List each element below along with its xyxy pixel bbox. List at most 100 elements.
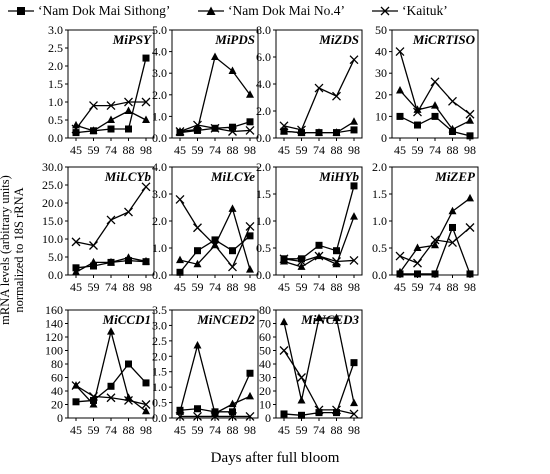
panel-title: MiNCED2 (196, 312, 255, 327)
y-tick-label: 2.0 (48, 59, 63, 73)
y-tick-label: 20 (375, 88, 387, 102)
x-tick-label: 98 (140, 423, 152, 437)
data-point-triangle (448, 124, 457, 133)
data-point-square (449, 223, 456, 231)
series-kaituk (175, 411, 255, 421)
y-tick-label: 0.0 (256, 131, 271, 145)
data-point-cross (210, 240, 220, 250)
data-point-square (246, 118, 254, 126)
y-tick-label: 1.0 (152, 241, 167, 255)
data-point-cross (193, 411, 202, 421)
x-tick-label: 45 (70, 280, 82, 294)
series-line (399, 90, 471, 131)
data-point-triangle (142, 115, 150, 123)
data-point-triangle (297, 395, 306, 404)
y-tick-label: 1.5 (152, 365, 167, 379)
x-tick-label: 45 (174, 280, 186, 294)
y-tick-label: 1.0 (48, 95, 63, 109)
y-tick-label: 0.0 (48, 131, 63, 145)
series-kaituk (395, 223, 475, 268)
data-point-square (333, 247, 340, 255)
data-point-cross (413, 258, 422, 268)
data-point-triangle (431, 240, 439, 249)
data-point-cross (141, 97, 151, 107)
y-tick-label: 10.0 (42, 232, 63, 246)
x-tick-label: 98 (464, 143, 476, 157)
data-point-cross (141, 400, 151, 409)
series-nam-dok-mai-sithong (396, 223, 474, 278)
data-point-triangle (280, 317, 288, 326)
x-tick-label: 88 (227, 423, 239, 437)
x-tick-label: 98 (244, 143, 256, 157)
data-point-triangle (193, 259, 202, 268)
series-nam-dok-mai-sithong (280, 359, 358, 419)
data-point-triangle (211, 52, 219, 60)
data-point-triangle (89, 126, 98, 134)
x-tick-label: 59 (296, 280, 308, 294)
x-axis-label: Days after full bloom (210, 450, 340, 466)
y-tick-label: 0.0 (152, 131, 167, 145)
data-point-triangle (246, 391, 254, 400)
chart-panel-minced2: 0.00.5 1.01.5 2.02.5 3.03.5 45 59 74 88 98 MiNCED… (152, 303, 259, 437)
data-point-triangle (332, 259, 341, 268)
data-point-triangle (350, 117, 358, 125)
y-tick-label: 4.0 (152, 160, 167, 174)
data-point-triangle (413, 243, 422, 251)
data-point-triangle (246, 265, 254, 273)
y-tick-label: 1.0 (372, 214, 387, 228)
x-tick-label: 98 (464, 280, 476, 294)
y-tick-label: 4.0 (152, 45, 167, 59)
data-point-triangle (350, 212, 358, 220)
data-point-square (333, 409, 340, 417)
data-point-triangle (228, 66, 237, 75)
y-tick-label: 140 (45, 317, 63, 331)
data-point-triangle (396, 267, 404, 276)
data-point-square (466, 132, 474, 140)
y-tick-label: 60 (51, 371, 63, 385)
data-point-cross (141, 182, 151, 192)
x-tick-label: 45 (70, 143, 82, 157)
data-point-square (298, 411, 305, 419)
panel-title: MiPSY (112, 32, 152, 47)
y-tick-label: 0.0 (372, 268, 387, 282)
data-point-triangle (72, 267, 80, 276)
series-nam-dok-mai-no-4 (280, 117, 358, 136)
y-tick-label: 160 (45, 303, 63, 317)
x-tick-label: 88 (447, 280, 459, 294)
x-tick-label: 59 (296, 423, 308, 437)
legend-marker-triangle (198, 6, 224, 15)
x-tick-label: 45 (174, 143, 186, 157)
y-tick-label: 6.0 (256, 50, 271, 64)
panel-title: MiNCED3 (300, 312, 359, 327)
data-point-square (229, 247, 236, 255)
x-tick-label: 88 (331, 280, 343, 294)
series-line (179, 55, 251, 133)
panel-title: MiPDS (214, 32, 255, 47)
data-point-cross (314, 251, 324, 261)
data-point-square (315, 409, 323, 417)
chart-panel-milcyb: 0.0 5.0 10.0 15.0 20.0 25.0 30.0 45 59 74 88 98 MiLC… (42, 160, 155, 294)
y-tick-label: 40 (259, 357, 271, 371)
y-tick-label: 10 (375, 109, 387, 123)
data-point-cross (279, 346, 289, 355)
data-point-cross (297, 373, 306, 382)
x-tick-label: 88 (447, 143, 459, 157)
data-point-cross (210, 411, 220, 421)
data-point-square (315, 241, 323, 249)
series-kaituk (175, 120, 255, 136)
series-nam-dok-mai-sithong (72, 54, 150, 137)
y-tick-label: 1.0 (256, 214, 271, 228)
data-point-triangle (413, 105, 422, 113)
series-line (283, 350, 355, 415)
legend-marker-square (8, 7, 34, 15)
y-tick-label: 50 (259, 344, 271, 358)
data-point-cross (430, 77, 440, 87)
y-tick-label: 30 (259, 371, 271, 385)
data-point-square (211, 236, 219, 244)
x-tick-label: 88 (227, 280, 239, 294)
y-tick-label: 40 (51, 384, 63, 398)
data-point-cross (106, 393, 116, 403)
y-tick-label: 20 (51, 398, 63, 412)
data-point-square (125, 125, 132, 133)
data-point-square (90, 262, 97, 270)
